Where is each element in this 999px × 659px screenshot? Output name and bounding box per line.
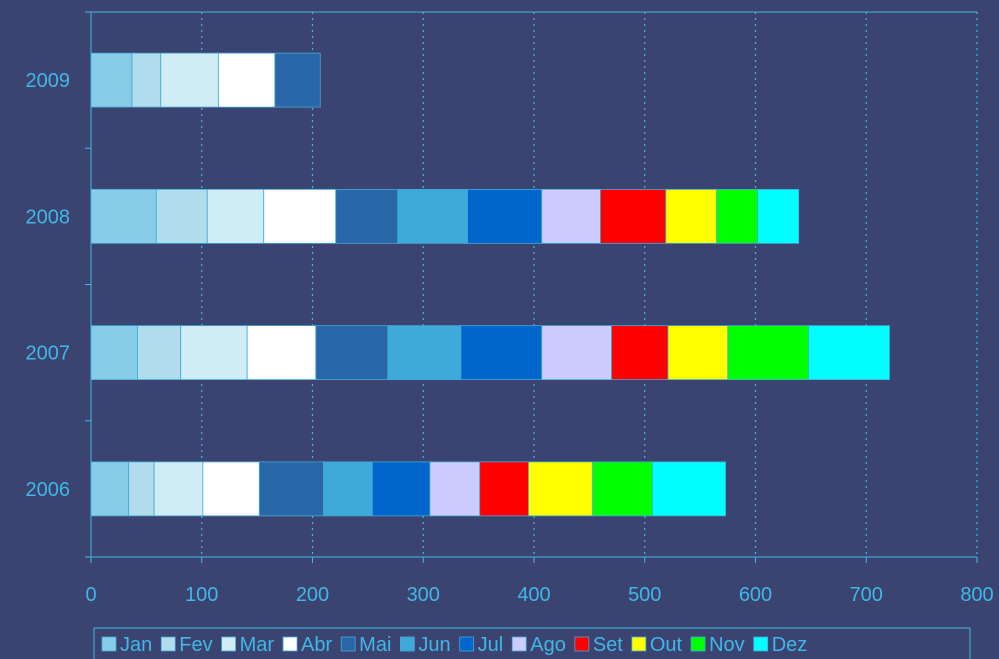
bar-2007-Fev bbox=[137, 325, 182, 381]
legend: Jan Fev Mar Abr Mai Jun Jul Ago Set Out Nov Dez bbox=[93, 627, 971, 659]
bar-2008-Out bbox=[665, 188, 718, 244]
bar-2007-Mar bbox=[180, 325, 248, 381]
legend-label-Abr: Abr bbox=[301, 634, 332, 656]
bar-2007-Abr bbox=[246, 325, 317, 381]
x-tick-label: 100 bbox=[185, 584, 218, 606]
bar-2006-Jan bbox=[90, 461, 130, 517]
legend-label-Set: Set bbox=[593, 634, 623, 656]
bar-2008-Mar bbox=[206, 188, 265, 244]
legend-label-Jan: Jan bbox=[120, 634, 152, 656]
bar-2006-Ago bbox=[429, 461, 481, 517]
bar-2007-Dez bbox=[808, 325, 890, 381]
legend-swatch-Fev bbox=[160, 636, 176, 652]
x-tick-label: 0 bbox=[85, 584, 96, 606]
bar-2006-Nov bbox=[592, 461, 653, 517]
y-tick-label-2009: 2009 bbox=[26, 70, 71, 92]
bar-2006-Dez bbox=[652, 461, 726, 517]
legend-swatch-Mai bbox=[340, 636, 356, 652]
bar-2009-Jan bbox=[90, 52, 133, 108]
bar-2006-Out bbox=[528, 461, 594, 517]
x-tick-label: 800 bbox=[960, 584, 993, 606]
x-tick-label: 400 bbox=[517, 584, 550, 606]
bar-2006-Mar bbox=[153, 461, 204, 517]
legend-box bbox=[93, 627, 971, 659]
bar-2009-Mai bbox=[274, 52, 321, 108]
legend-swatch-Out bbox=[631, 636, 647, 652]
legend-label-Nov: Nov bbox=[709, 634, 745, 656]
legend-swatch-Nov bbox=[690, 636, 706, 652]
bar-2008-Set bbox=[600, 188, 667, 244]
bar-2006-Mai bbox=[258, 461, 324, 517]
x-tick-label: 300 bbox=[407, 584, 440, 606]
bar-2008-Dez bbox=[757, 188, 800, 244]
bar-2008-Nov bbox=[716, 188, 759, 244]
legend-swatch-Dez bbox=[753, 636, 769, 652]
legend-swatch-Set bbox=[574, 636, 590, 652]
bar-2007-Set bbox=[611, 325, 669, 381]
bar-2006-Jun bbox=[323, 461, 373, 517]
x-tick-label: 700 bbox=[850, 584, 883, 606]
bar-2007-Jul bbox=[460, 325, 543, 381]
bar-2007-Nov bbox=[727, 325, 810, 381]
bar-2008-Jul bbox=[467, 188, 543, 244]
legend-label-Jun: Jun bbox=[418, 634, 450, 656]
x-tick-label: 500 bbox=[628, 584, 661, 606]
legend-label-Fev: Fev bbox=[179, 634, 212, 656]
bar-2006-Abr bbox=[202, 461, 260, 517]
legend-swatch-Jun bbox=[400, 636, 415, 652]
bar-2009-Fev bbox=[131, 52, 162, 108]
bar-2007-Jan bbox=[90, 325, 138, 381]
bar-2008-Fev bbox=[155, 188, 208, 244]
bar-2009-Mar bbox=[160, 52, 219, 108]
legend-swatch-Ago bbox=[511, 636, 527, 652]
bar-2007-Mai bbox=[315, 325, 389, 381]
legend-label-Mar: Mar bbox=[240, 634, 275, 656]
legend-label-Dez: Dez bbox=[772, 634, 808, 656]
bar-2008-Mai bbox=[335, 188, 399, 244]
bar-2006-Fev bbox=[128, 461, 155, 517]
legend-label-Mai: Mai bbox=[359, 634, 391, 656]
y-tick-labels: 2009 2008 2007 2006 bbox=[26, 70, 71, 501]
bar-2006-Jul bbox=[371, 461, 431, 517]
bars bbox=[90, 52, 890, 517]
legend-swatch-Jul bbox=[459, 636, 475, 652]
x-tick-label: 200 bbox=[296, 584, 329, 606]
legend-swatch-Jan bbox=[101, 636, 117, 652]
bar-2008-Jan bbox=[90, 188, 157, 244]
legend-label-Out: Out bbox=[650, 634, 683, 656]
y-tick-label-2006: 2006 bbox=[26, 479, 71, 501]
legend-label-Ago: Ago bbox=[530, 634, 566, 656]
y-tick-label-2007: 2007 bbox=[26, 343, 71, 365]
x-tick-labels: 0 100 200 300 400 500 600 700 800 bbox=[85, 584, 993, 606]
legend-swatch-Mar bbox=[221, 636, 236, 652]
bar-2008-Ago bbox=[541, 188, 601, 244]
axes bbox=[85, 11, 978, 563]
y-tick-label-2008: 2008 bbox=[26, 206, 71, 228]
bar-2008-Jun bbox=[397, 188, 468, 244]
bar-2006-Set bbox=[479, 461, 529, 517]
bar-2009-Abr bbox=[217, 52, 276, 108]
legend-label-Jul: Jul bbox=[478, 634, 504, 656]
bar-2008-Abr bbox=[263, 188, 337, 244]
bar-2007-Jun bbox=[387, 325, 462, 381]
bar-2007-Ago bbox=[541, 325, 612, 381]
legend-swatch-Abr bbox=[282, 636, 298, 652]
x-tick-label: 600 bbox=[739, 584, 772, 606]
bar-2007-Out bbox=[667, 325, 729, 381]
